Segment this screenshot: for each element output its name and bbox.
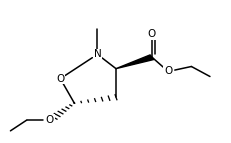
Text: N: N (93, 49, 101, 59)
Text: O: O (147, 29, 155, 39)
Text: O: O (163, 66, 172, 77)
Text: O: O (46, 115, 54, 125)
Text: O: O (56, 74, 64, 84)
Polygon shape (116, 55, 153, 69)
